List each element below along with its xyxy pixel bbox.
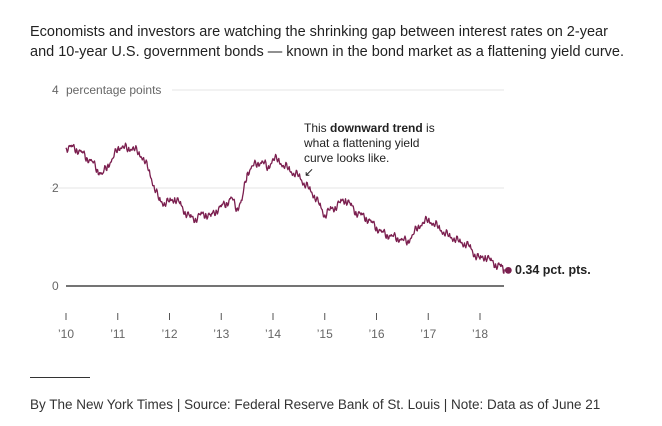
x-tick-label-2010: ’10: [58, 327, 74, 341]
annotation-line-2: what a flattening yield: [303, 136, 419, 150]
x-tick-label-2012: ’12: [161, 327, 177, 341]
y-tick-label-4: 4: [52, 83, 59, 97]
annotation-suffix: is: [423, 121, 435, 135]
annotation-prefix: This: [304, 121, 330, 135]
x-tick-label-2011: ’11: [110, 327, 125, 341]
x-tick-label-2014: ’14: [265, 327, 281, 341]
y-tick-labels: 4 percentage points 2 0: [52, 83, 161, 293]
end-value-label: 0.34 pct. pts.: [515, 263, 591, 277]
latest-value-dot: [504, 266, 512, 274]
annotation-line-3: curve looks like.: [304, 151, 389, 165]
x-tick-label-2013: ’13: [213, 327, 229, 341]
footer-divider: [30, 377, 90, 378]
annotation-arrow: ↙: [304, 165, 314, 179]
x-tick-label-2017: ’17: [420, 327, 436, 341]
y-tick-label-2: 2: [52, 181, 59, 195]
annotation-bold: downward trend: [330, 121, 423, 135]
intro-text: Economists and investors are watching th…: [30, 24, 625, 60]
y-axis-unit-label: percentage points: [66, 83, 161, 97]
x-tick-label-2018: ’18: [472, 327, 488, 341]
grid-lines: [50, 89, 504, 287]
y-tick-label-0: 0: [52, 279, 59, 293]
annotation-line-1: This downward trend is: [304, 121, 435, 135]
credit-line: By The New York Times | Source: Federal …: [30, 397, 601, 412]
x-tick-label-2015: ’15: [317, 327, 333, 341]
x-axis: ’10 ’11 ’12 ’13 ’14 ’15 ’16 ’17 ’18: [58, 313, 488, 341]
x-tick-label-2016: ’16: [368, 327, 384, 341]
series-layer: [65, 142, 512, 274]
spread-series-line: [65, 142, 505, 274]
